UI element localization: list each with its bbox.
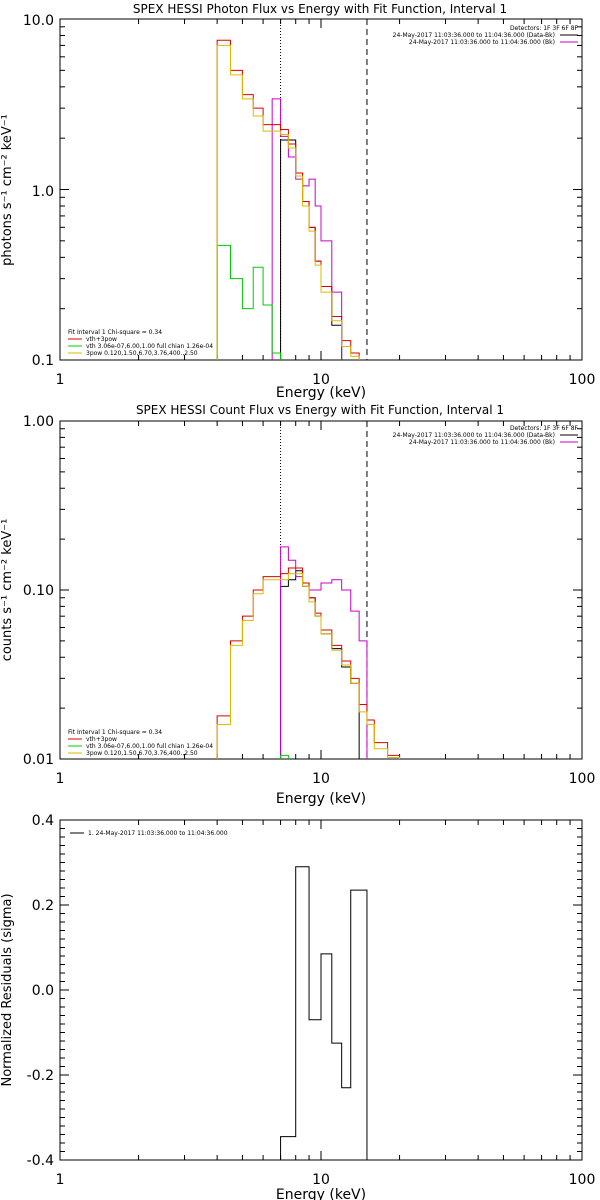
residuals-series (280, 866, 368, 1160)
bk-series-line (271, 98, 343, 360)
count-flux-series (216, 546, 401, 759)
photon-flux-series (216, 39, 360, 360)
y-tick-label-1.0: 1.0 (32, 184, 54, 200)
count-legend-title: Fit Interval 1 Chi-square = 0.34 (68, 729, 162, 736)
photon-legend-vth: vth 3.06e-07,6.00,1.00 full chian 1.26e-… (86, 343, 213, 350)
photon-header-entry-data-bk: 24-May-2017 11:03:36.000 to 11:04:36.000… (393, 32, 555, 39)
x-tick-label-100: 100 (569, 771, 596, 787)
x-tick-label-1: 1 (56, 1172, 65, 1188)
photon-legend-title: Fit Interval 1 Chi-square = 0.34 (68, 329, 162, 336)
x-tick-label-10: 10 (312, 771, 330, 787)
vth+3pow-series-line (216, 39, 360, 360)
photon-flux-fit-range-lines (280, 19, 368, 360)
count-header-entry-bk: 24-May-2017 11:03:36.000 to 11:04:36.000… (409, 439, 555, 446)
count-flux-y-axis-label: counts s⁻¹ cm⁻² keV⁻¹ (0, 519, 15, 662)
x-tick-label-10: 10 (312, 1172, 330, 1188)
residuals-axis-labels: 1 10 100 -0.4 -0.2 0.0 0.2 0.4 Energy (k… (0, 813, 595, 1200)
photon-flux-y-axis-label: photons s⁻¹ cm⁻² keV⁻¹ (0, 114, 15, 266)
photon-detectors-text: Detectors: 1F 3F 6F 8F (510, 25, 579, 32)
photon-flux-panel: SPEX HESSI Photon Flux vs Energy with Fi… (0, 2, 595, 401)
residuals-y-axis-label: Normalized Residuals (sigma) (0, 893, 15, 1086)
3pow-series-line (216, 573, 401, 759)
residuals-legend-entry: 1. 24-May-2017 11:03:36.000 to 11:04:36.… (88, 830, 228, 837)
residuals-series-line (280, 866, 368, 1160)
y-tick-label-0.4: 0.4 (32, 813, 54, 829)
y-tick-label-0.01: 0.01 (23, 752, 54, 768)
residuals-legend: 1. 24-May-2017 11:03:36.000 to 11:04:36.… (70, 830, 228, 837)
count-legend-vth3pow: vth+3pow (86, 736, 117, 743)
y-tick-label-0.1: 0.1 (32, 353, 54, 369)
count-detectors-text: Detectors: 1F 3F 6F 8F (510, 425, 579, 432)
y-tick-label-neg-0.2: -0.2 (27, 1068, 54, 1084)
count-flux-panel: SPEX HESSI Count Flux vs Energy with Fit… (0, 403, 595, 807)
3pow-series-line (216, 44, 360, 360)
bk-series-line (280, 546, 368, 759)
count-flux-x-axis-label: Energy (keV) (276, 791, 366, 807)
count-flux-tick-marks (59, 420, 583, 760)
residuals-x-axis-label: Energy (keV) (276, 1187, 366, 1200)
y-tick-label-neg-0.4: -0.4 (27, 1153, 54, 1169)
x-tick-label-10: 10 (312, 372, 330, 388)
photon-flux-axis-labels: 1 10 100 0.1 1.0 10.0 Energy (keV) photo… (0, 13, 595, 401)
residuals-tick-marks (59, 819, 583, 1161)
y-tick-label-10.0: 10.0 (23, 13, 54, 29)
photon-flux-tick-marks (59, 18, 583, 361)
photon-flux-plot-frame (59, 18, 583, 361)
y-tick-label-0.10: 0.10 (23, 583, 54, 599)
photon-flux-title: SPEX HESSI Photon Flux vs Energy with Fi… (133, 2, 507, 16)
residuals-panel: 1 10 100 -0.4 -0.2 0.0 0.2 0.4 Energy (k… (0, 813, 595, 1200)
photon-flux-header: Detectors: 1F 3F 6F 8F 24-May-2017 11:03… (393, 25, 579, 46)
count-flux-fit-range-lines (280, 421, 368, 759)
count-flux-axis-labels: 1 10 100 0.01 0.10 1.00 Energy (keV) cou… (0, 414, 595, 807)
photon-flux-x-axis-label: Energy (keV) (276, 385, 366, 401)
count-header-entry-data-bk: 24-May-2017 11:03:36.000 to 11:04:36.000… (393, 432, 555, 439)
count-flux-title: SPEX HESSI Count Flux vs Energy with Fit… (136, 403, 504, 417)
photon-header-entry-bk: 24-May-2017 11:03:36.000 to 11:04:36.000… (409, 39, 555, 46)
x-tick-label-100: 100 (569, 1172, 596, 1188)
vth+3pow-series-line (216, 567, 401, 759)
y-tick-label-0.0: 0.0 (32, 983, 54, 999)
photon-legend-vth3pow: vth+3pow (86, 336, 117, 343)
x-tick-label-1: 1 (56, 771, 65, 787)
vth-series-line (216, 244, 282, 360)
data-series-line (280, 139, 343, 360)
count-flux-header: Detectors: 1F 3F 6F 8F 24-May-2017 11:03… (393, 425, 579, 446)
y-tick-label-1.00: 1.00 (23, 414, 54, 430)
count-legend-3pow: 3pow 0.120,1.50,6.70,3.76,400.,2.50 (86, 750, 198, 757)
y-tick-label-0.2: 0.2 (32, 898, 54, 914)
count-legend-vth: vth 3.06e-07,6.00,1.00 full chian 1.26e-… (86, 743, 213, 750)
x-tick-label-1: 1 (56, 372, 65, 388)
count-flux-legend: Fit Interval 1 Chi-square = 0.34 vth+3po… (68, 729, 213, 757)
x-tick-label-100: 100 (569, 372, 596, 388)
photon-legend-3pow: 3pow 0.120,1.50,6.70,3.76,400.,2.50 (86, 350, 198, 357)
vth-series-line (280, 754, 289, 759)
photon-flux-legend: Fit Interval 1 Chi-square = 0.34 vth+3po… (68, 329, 213, 357)
